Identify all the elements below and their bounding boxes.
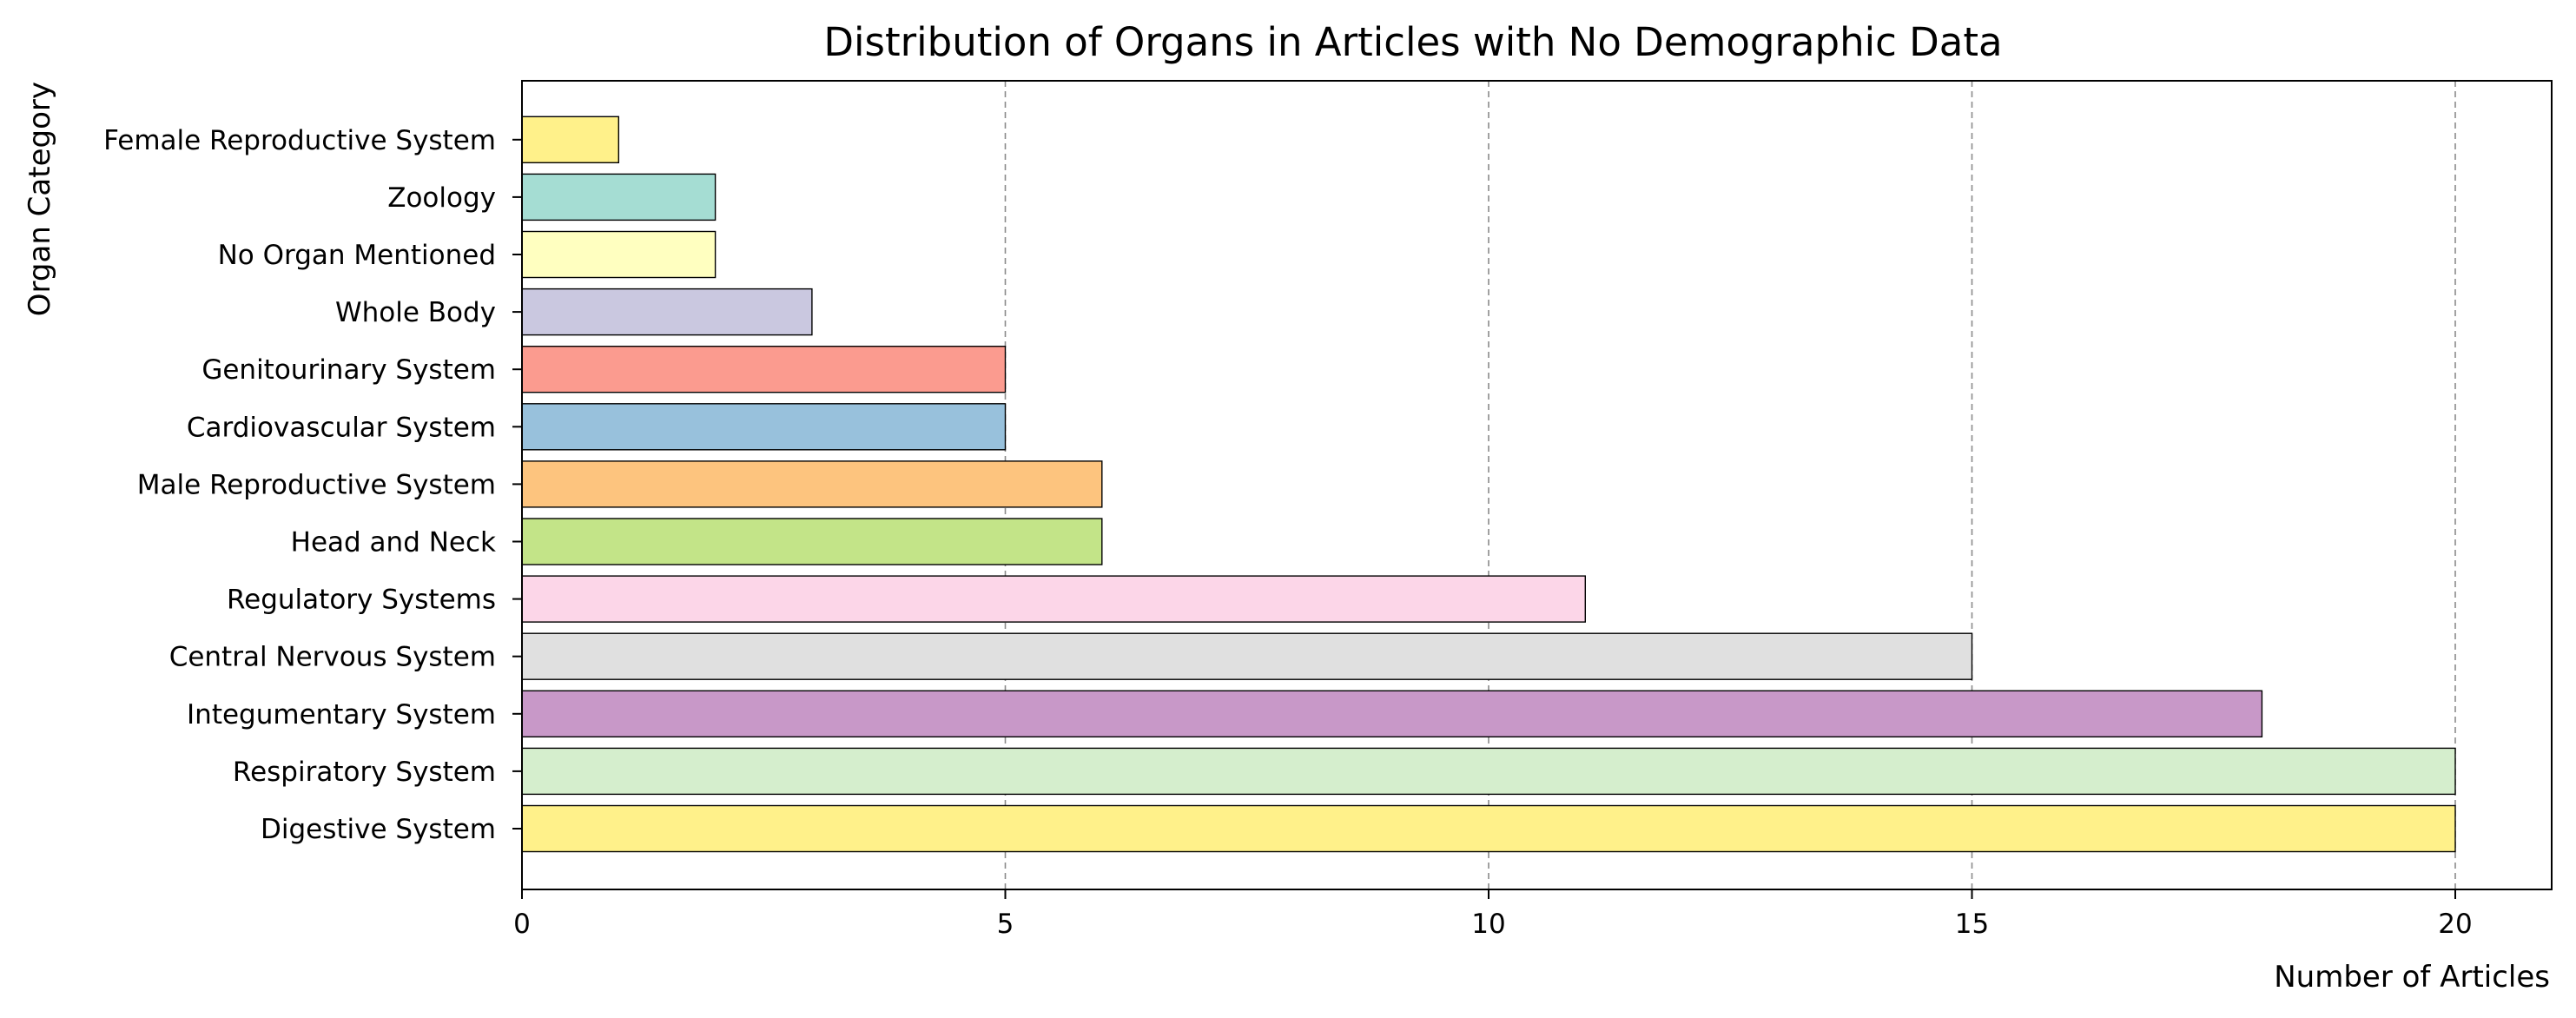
bar (521, 403, 1007, 451)
bar (521, 804, 2456, 853)
bar (521, 690, 2263, 737)
y-tick-label: Female Reproductive System (103, 125, 496, 156)
y-tick-label: Regulatory Systems (227, 585, 496, 616)
y-tick-label: Whole Body (335, 297, 496, 328)
plot-frame (521, 80, 2553, 890)
x-tick-label: 0 (513, 909, 531, 940)
bar (521, 288, 813, 336)
bar (521, 575, 1587, 623)
y-tick-label: Head and Neck (291, 527, 496, 559)
bar (521, 747, 2456, 796)
y-tick-label: Genitourinary System (201, 354, 496, 386)
x-axis-label: Number of Articles (2274, 960, 2550, 995)
y-tick-label: Respiratory System (233, 757, 496, 788)
x-tick-label: 15 (1955, 909, 1989, 940)
x-tick-label: 10 (1471, 909, 1505, 940)
bar (521, 116, 620, 164)
x-tick-label: 5 (997, 909, 1014, 940)
y-axis-ticks: Digestive System Respiratory System Integu… (103, 125, 522, 845)
bars (521, 116, 2456, 853)
bar (521, 632, 1973, 680)
y-tick-label: Male Reproductive System (137, 469, 496, 500)
y-tick-label: No Organ Mentioned (218, 240, 496, 271)
bar (521, 173, 717, 221)
y-tick-label: Digestive System (261, 814, 496, 845)
bar (521, 518, 1103, 565)
bar (521, 346, 1007, 393)
y-tick-label: Central Nervous System (169, 642, 496, 673)
y-tick-label: Cardiovascular System (187, 412, 496, 443)
y-tick-label: Zoology (387, 182, 496, 214)
x-tick-label: 20 (2438, 909, 2472, 940)
bar (521, 460, 1103, 508)
chart-title: Distribution of Organs in Articles with … (823, 19, 2002, 65)
y-axis-label: Organ Category (23, 82, 57, 316)
y-tick-label: Integumentary System (187, 699, 496, 730)
x-axis-ticks: 0 5 10 15 20 (513, 889, 2473, 940)
bar (521, 230, 717, 279)
